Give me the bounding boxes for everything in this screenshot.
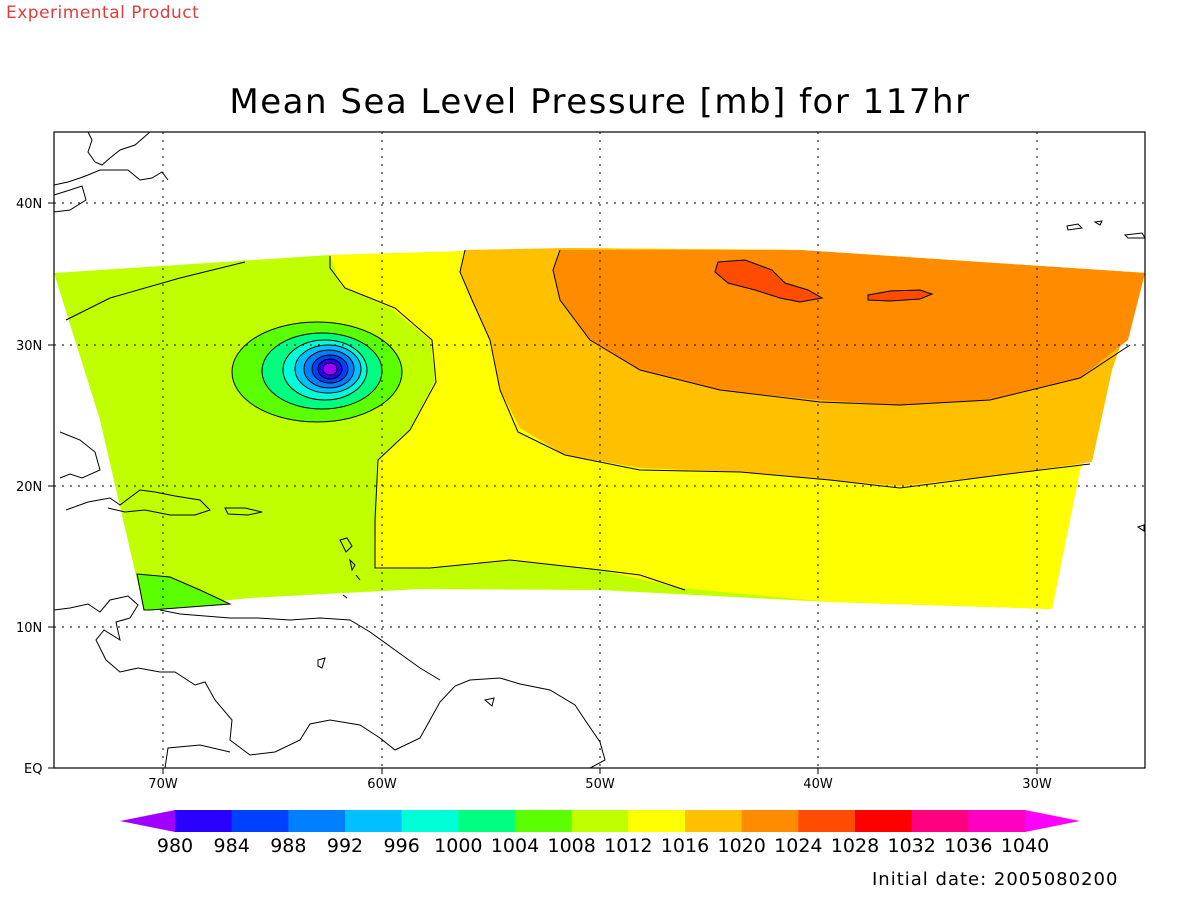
- lat-label-20n: 20N: [16, 480, 42, 495]
- colorbar-label: 1036: [944, 835, 992, 857]
- isobar-lines: [65, 249, 1131, 591]
- colorbar-label: 984: [214, 835, 250, 857]
- colorbar-swatch: [628, 810, 686, 832]
- field-sw-low: [136, 573, 232, 611]
- colorbar-swatch: [401, 810, 459, 832]
- colorbar-label: 1032: [887, 835, 935, 857]
- colorbar-label: 1020: [717, 835, 765, 857]
- field-high-cell-1: [714, 259, 824, 303]
- colorbar-label: 1024: [774, 835, 822, 857]
- colorbar-swatch: [968, 810, 1026, 832]
- coastlines: [53, 131, 1146, 769]
- lon-label-40w: 40W: [803, 777, 833, 792]
- lat-label-40n: 40N: [16, 197, 42, 212]
- colorbar-label: 992: [327, 835, 363, 857]
- colorbar-label: 1028: [831, 835, 879, 857]
- experimental-product-note: Experimental Product: [6, 3, 200, 23]
- lon-label-60w: 60W: [367, 777, 397, 792]
- colorbar-swatch: [458, 810, 516, 832]
- initial-date: Initial date: 2005080200: [872, 869, 1119, 890]
- colorbar-swatch: [741, 810, 799, 832]
- colorbar-label: 1016: [661, 835, 709, 857]
- colorbar-label: 996: [384, 835, 420, 857]
- colorbar-swatch: [855, 810, 913, 832]
- colorbar-label: 980: [157, 835, 193, 857]
- map-title: Mean Sea Level Pressure [mb] for 117hr: [229, 82, 971, 122]
- colorbar-label: 1000: [434, 835, 482, 857]
- colorbar-swatch: [685, 810, 743, 832]
- colorbar-swatch: [571, 810, 629, 832]
- colorbar-swatch: [515, 810, 573, 832]
- gridlines: [54, 132, 1145, 768]
- colorbar-label: 1040: [1001, 835, 1049, 857]
- lon-label-70w: 70W: [148, 777, 178, 792]
- field-orange-region: [553, 250, 1145, 405]
- colorbar-label: 988: [270, 835, 306, 857]
- colorbar-swatch: [798, 810, 856, 832]
- pressure-field: [54, 248, 1145, 611]
- colorbar-label: 1012: [604, 835, 652, 857]
- lon-label-30w: 30W: [1022, 777, 1052, 792]
- lon-label-50w: 50W: [585, 777, 615, 792]
- colorbar-swatch: [231, 810, 289, 832]
- field-high-cell-2: [867, 289, 934, 302]
- lat-label-30n: 30N: [16, 339, 42, 354]
- colorbar-swatch: [288, 810, 346, 832]
- colorbar-label: 1004: [491, 835, 539, 857]
- colorbar-label: 1008: [547, 835, 595, 857]
- lat-label-eq: EQ: [24, 762, 42, 777]
- colorbar-arrow-high: [1025, 810, 1080, 832]
- colorbar-arrow-low: [120, 810, 175, 832]
- colorbar-swatch: [175, 810, 233, 832]
- colorbar-swatch: [911, 810, 969, 832]
- lat-label-10n: 10N: [16, 621, 42, 636]
- tick-marks: [48, 202, 1038, 774]
- colorbar-swatch: [345, 810, 403, 832]
- hurricane-low: [231, 321, 403, 423]
- pressure-colorbar: 980 984 988 992 996 1000 1004 1008 1012 1016 1020 1…: [120, 810, 1080, 857]
